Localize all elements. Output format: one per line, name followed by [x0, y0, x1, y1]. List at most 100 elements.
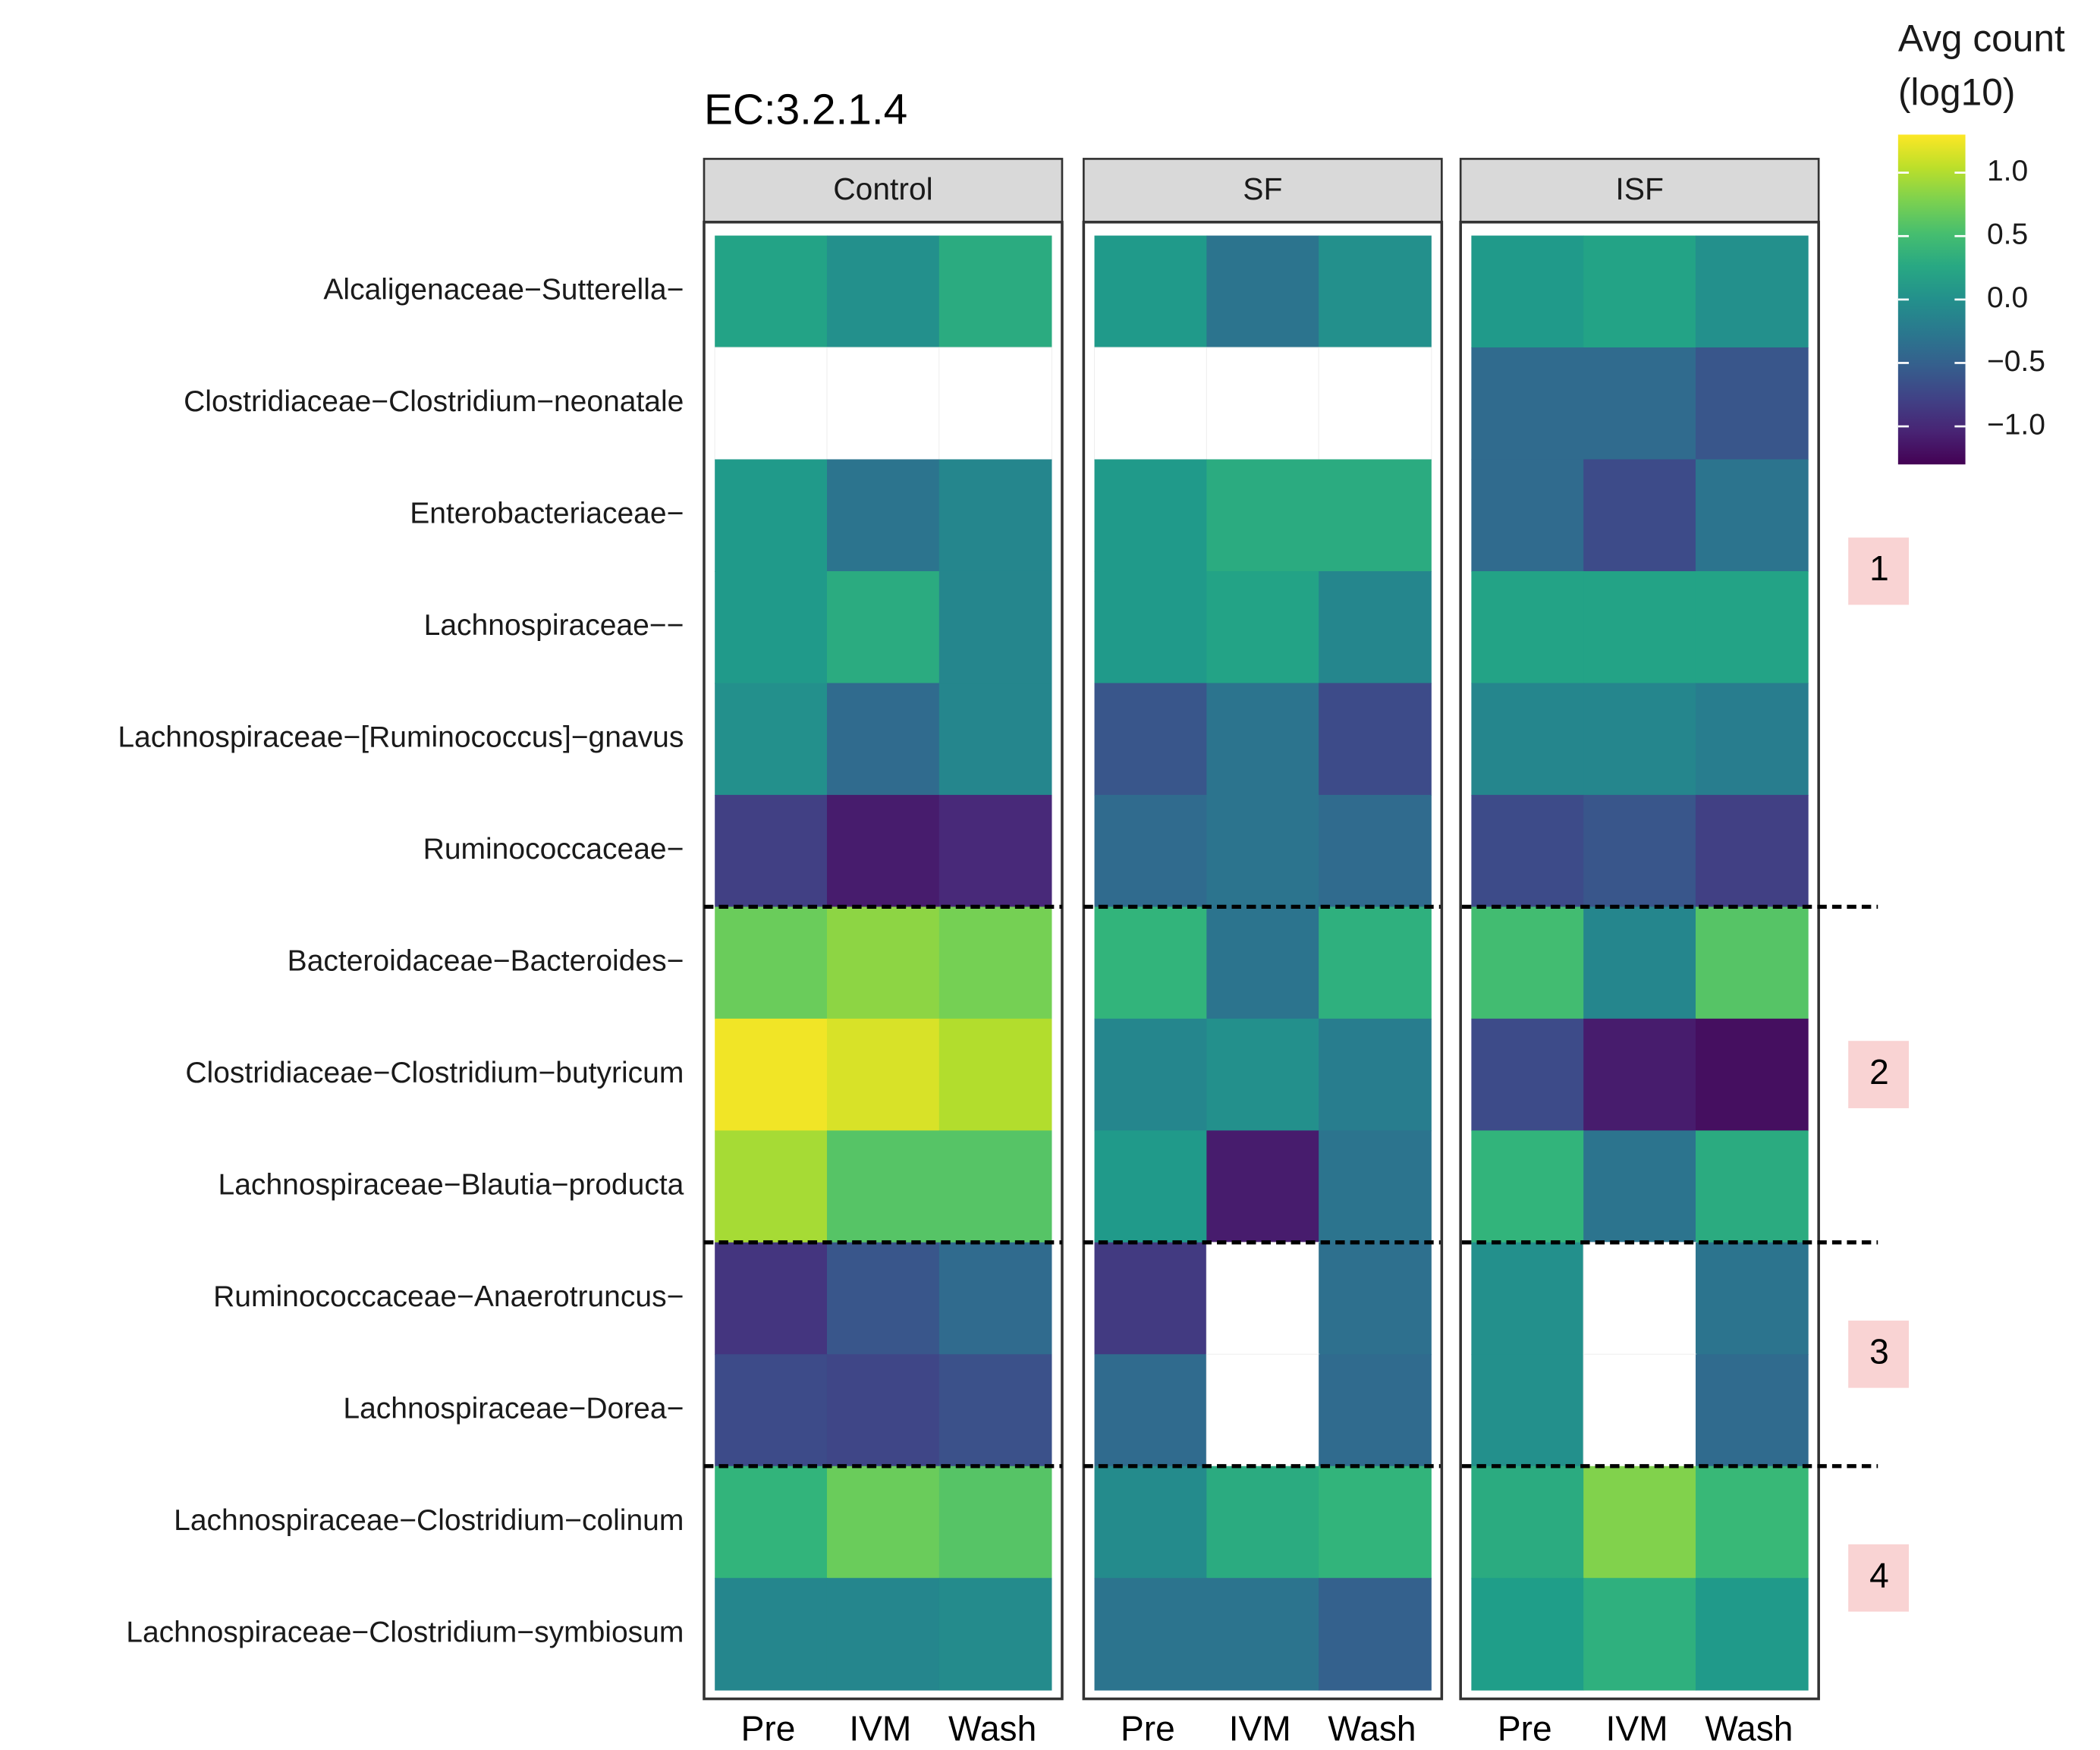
x-tick-label: Wash: [948, 1709, 1036, 1748]
heatmap-cell: [1583, 570, 1696, 684]
group-label: 2: [1869, 1052, 1889, 1092]
row-label: Ruminococcaceae−Anaerotruncus−: [213, 1280, 684, 1313]
heatmap-cell: [938, 570, 1052, 684]
heatmap-cell: [1695, 683, 1809, 796]
heatmap-cell: [938, 794, 1052, 908]
row-label: Lachnospiraceae−Clostridium−colinum: [174, 1504, 684, 1537]
heatmap-cell: [1319, 1578, 1432, 1691]
heatmap-cell: [714, 347, 828, 460]
heatmap-cell: [1319, 1130, 1432, 1243]
heatmap-cell: [826, 906, 940, 1020]
heatmap-cell: [1206, 235, 1320, 348]
heatmap-cell: [1094, 1354, 1208, 1467]
facet-panel-border: [1082, 221, 1444, 1701]
heatmap-cell: [938, 683, 1052, 796]
heatmap-cell: [1319, 459, 1432, 572]
heatmap-cell: [1094, 1242, 1208, 1356]
facet-label: ISF: [1615, 171, 1663, 206]
heatmap-cell: [1583, 683, 1696, 796]
heatmap-cell: [1094, 235, 1208, 348]
heatmap-cell: [1695, 1466, 1809, 1579]
heatmap-cell: [715, 1354, 828, 1467]
heatmap-cell: [1695, 906, 1809, 1020]
facet-strip: [1083, 158, 1443, 224]
heatmap-cell: [715, 794, 828, 908]
heatmap-cell: [938, 1018, 1052, 1132]
group-label: 1: [1869, 548, 1889, 588]
heatmap-cell: [826, 570, 940, 684]
heatmap-cell: [1319, 1242, 1432, 1356]
row-label: Lachnospiraceae−[Ruminococcus]−gnavus: [118, 721, 684, 753]
heatmap-cell: [938, 1466, 1052, 1579]
heatmap-cell: [1471, 1466, 1585, 1579]
heatmap-cell: [1319, 794, 1432, 908]
row-label: Ruminococcaceae−: [423, 833, 684, 866]
facet-panel-border: [703, 221, 1064, 1701]
heatmap-cell: [1695, 459, 1809, 572]
heatmap-cell: [1583, 1578, 1696, 1691]
heatmap-cell: [1206, 1018, 1320, 1132]
heatmap-cell: [826, 1578, 940, 1691]
heatmap-cell: [1206, 1466, 1320, 1579]
row-label: Alcaligenaceae−Sutterella−: [323, 274, 684, 306]
heatmap-cell: [715, 906, 828, 1020]
group-label: 4: [1869, 1555, 1889, 1594]
heatmap-cell: [1094, 1578, 1208, 1691]
heatmap-cell: [715, 1466, 828, 1579]
heatmap-cell: [1583, 1018, 1696, 1132]
heatmap-cell: [1319, 683, 1432, 796]
heatmap-cell: [1319, 1018, 1432, 1132]
heatmap-cell: [938, 459, 1052, 572]
heatmap-cell: [1471, 1354, 1585, 1467]
heatmap-cell: [1094, 683, 1208, 796]
legend-tick-label: −0.5: [1987, 345, 2045, 378]
heatmap-cell: [1206, 347, 1320, 460]
row-label: Lachnospiraceae−Clostridium−symbiosum: [126, 1616, 684, 1648]
x-tick-label: Pre: [741, 1709, 796, 1748]
heatmap-cell: [826, 1130, 940, 1243]
heatmap-cell: [715, 1130, 828, 1243]
heatmap-cell: [1318, 347, 1432, 460]
legend-tick-label: −1.0: [1987, 408, 2045, 441]
heatmap-cell: [1319, 906, 1432, 1020]
heatmap-cell: [1695, 570, 1809, 684]
heatmap-cell: [938, 1130, 1052, 1243]
facet-label: Control: [833, 171, 933, 206]
heatmap-cell: [1695, 1242, 1809, 1356]
heatmap-cell: [1695, 1354, 1809, 1467]
heatmap-cell: [1094, 794, 1208, 908]
heatmap-cell: [1319, 235, 1432, 348]
heatmap-cell: [1471, 459, 1585, 572]
heatmap-cell: [1471, 347, 1585, 460]
group-label-box: [1848, 1041, 1910, 1108]
heatmap-cell: [1471, 235, 1585, 348]
row-label: Lachnospiraceae−−: [424, 609, 684, 642]
heatmap-cell: [1206, 1353, 1320, 1468]
legend-tick-label: 0.5: [1987, 218, 2028, 251]
heatmap-cell: [1206, 906, 1320, 1020]
heatmap-cell: [1319, 1466, 1432, 1579]
group-label: 3: [1869, 1331, 1889, 1371]
heatmap-cell: [826, 794, 940, 908]
heatmap-cell: [715, 1018, 828, 1132]
heatmap-cell: [938, 1242, 1052, 1356]
heatmap-cell: [1695, 1130, 1809, 1243]
x-tick-label: Pre: [1121, 1709, 1175, 1748]
facet-strip: [703, 158, 1064, 224]
heatmap-cell: [826, 1354, 940, 1467]
chart-title: EC:3.2.1.4: [704, 86, 907, 134]
legend-title-line2: (log10): [1898, 71, 2016, 113]
heatmap-cell: [1695, 794, 1809, 908]
heatmap-cell: [1471, 570, 1585, 684]
heatmap-cell: [1094, 1466, 1208, 1579]
facet-strip: [1459, 158, 1820, 224]
heatmap-cell: [938, 235, 1052, 348]
heatmap-cell: [1471, 1242, 1585, 1356]
heatmap-cell: [1206, 1578, 1320, 1691]
heatmap-cell: [1206, 794, 1320, 908]
heatmap-cell: [1471, 1578, 1585, 1691]
heatmap-cell: [1583, 235, 1696, 348]
heatmap-cell: [1094, 1130, 1208, 1243]
heatmap-cell: [715, 459, 828, 572]
